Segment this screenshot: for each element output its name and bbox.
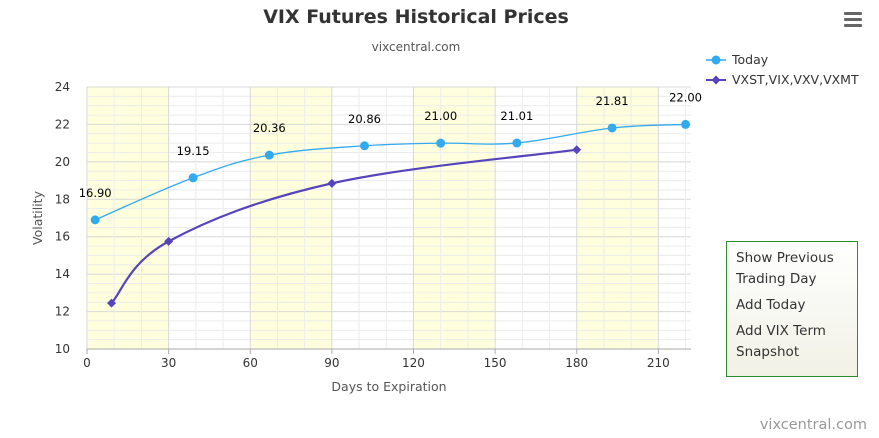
x-tick-label: 30 bbox=[161, 356, 176, 370]
data-point-term-structure bbox=[572, 145, 582, 155]
x-axis-title: Days to Expiration bbox=[331, 379, 446, 394]
data-label-today: 20.86 bbox=[348, 112, 381, 126]
data-point-term-structure bbox=[106, 298, 116, 308]
circle-marker-icon bbox=[706, 55, 726, 65]
add-vix-term-snapshot-button[interactable]: Add VIX Term Snapshot bbox=[736, 323, 826, 360]
data-label-today: 22.00 bbox=[669, 90, 702, 104]
diamond-marker-icon bbox=[706, 75, 726, 85]
hamburger-menu-icon[interactable] bbox=[840, 8, 866, 32]
add-today-button[interactable]: Add Today bbox=[736, 297, 806, 313]
data-label-today: 20.36 bbox=[253, 121, 286, 135]
data-point-today bbox=[512, 138, 522, 148]
credit-link[interactable]: vixcentral.com bbox=[759, 417, 867, 433]
data-label-today: 21.81 bbox=[596, 94, 629, 108]
x-tick-label: 90 bbox=[324, 356, 339, 370]
data-point-today bbox=[360, 141, 370, 151]
data-label-today: 21.01 bbox=[500, 109, 533, 123]
x-tick-label: 210 bbox=[647, 356, 670, 370]
series-line-term-structure bbox=[110, 148, 577, 304]
y-tick-label: 18 bbox=[55, 192, 70, 206]
data-label-today: 16.90 bbox=[79, 186, 112, 200]
data-point-today bbox=[436, 138, 446, 148]
y-tick-label: 16 bbox=[55, 230, 70, 244]
data-point-term-structure bbox=[327, 178, 337, 188]
y-tick-label: 14 bbox=[55, 267, 70, 281]
legend-label-today: Today bbox=[732, 52, 769, 67]
data-point-term-structure bbox=[164, 236, 174, 246]
legend-label-term: VXST,VIX,VXV,VXMT bbox=[732, 72, 859, 87]
data-label-today: 21.00 bbox=[424, 109, 457, 123]
data-point-today bbox=[188, 173, 198, 183]
y-tick-label: 10 bbox=[55, 342, 70, 356]
x-tick-label: 60 bbox=[243, 356, 258, 370]
y-tick-label: 22 bbox=[55, 117, 70, 131]
y-tick-label: 20 bbox=[55, 155, 70, 169]
data-point-today bbox=[681, 119, 691, 129]
y-tick-label: 12 bbox=[55, 305, 70, 319]
legend-item-term[interactable]: VXST,VIX,VXV,VXMT bbox=[706, 71, 859, 91]
legend: Today VXST,VIX,VXV,VXMT bbox=[706, 51, 859, 91]
x-tick-label: 0 bbox=[83, 356, 91, 370]
x-tick-label: 150 bbox=[484, 356, 507, 370]
show-previous-trading-day-button[interactable]: Show Previous Trading Day bbox=[736, 250, 834, 287]
data-label-today: 19.15 bbox=[177, 144, 210, 158]
y-tick-label: 24 bbox=[55, 80, 70, 94]
data-point-today bbox=[90, 215, 100, 225]
side-menu: Show Previous Trading Day Add Today Add … bbox=[726, 241, 858, 377]
legend-item-today[interactable]: Today bbox=[706, 51, 859, 71]
chart-title: VIX Futures Historical Prices bbox=[263, 6, 569, 28]
x-tick-label: 180 bbox=[565, 356, 588, 370]
data-point-today bbox=[264, 150, 274, 160]
data-point-today bbox=[607, 123, 617, 133]
chart-subtitle: vixcentral.com bbox=[371, 40, 461, 54]
x-tick-label: 120 bbox=[402, 356, 425, 370]
y-axis-title: Volatility bbox=[30, 190, 45, 245]
